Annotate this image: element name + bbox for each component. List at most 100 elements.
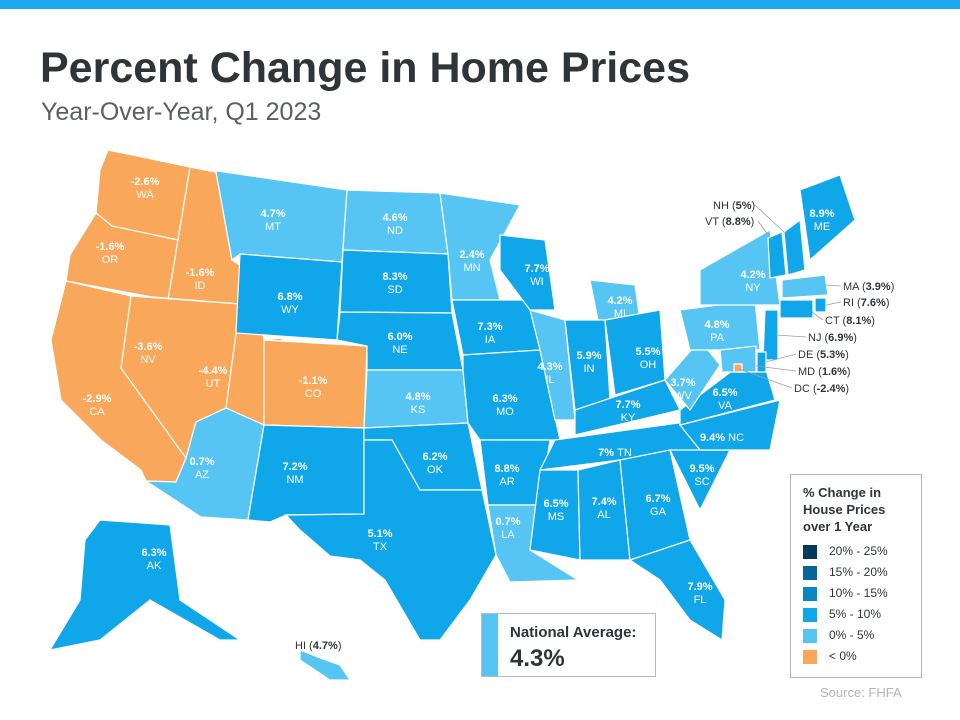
state-shape-ri: [814, 297, 827, 313]
state-label-ky: 7.7% KY: [615, 399, 640, 424]
legend-label: 10% - 15%: [829, 586, 888, 600]
state-shape-nc: [678, 399, 781, 451]
state-label-id: -1.6% ID: [186, 267, 215, 292]
legend-swatch: [803, 566, 817, 580]
state-label-nh: NH (5%): [713, 200, 755, 212]
state-label-az: 0.7% AZ: [189, 456, 214, 481]
legend-label: < 0%: [829, 649, 857, 663]
callout-line-dc: [738, 368, 793, 389]
state-label-dc: DC (-2.4%): [794, 383, 849, 395]
state-label-ga: 6.7% GA: [645, 493, 670, 518]
state-shape-nh: [783, 218, 806, 276]
national-average-value: 4.3%: [510, 645, 565, 672]
state-label-ut: -4.4% UT: [199, 365, 228, 390]
state-label-fl: 7.9% FL: [687, 581, 712, 606]
state-shape-wi: [499, 234, 556, 311]
state-label-wa: -2.6% WA: [131, 176, 160, 201]
state-label-nm: 7.2% NM: [282, 461, 307, 486]
national-average-label: National Average:: [510, 624, 637, 641]
state-label-wv: 3.7% WV: [670, 377, 695, 402]
state-shape-ak: [48, 519, 242, 651]
state-label-ar: 8.8% AR: [494, 463, 519, 488]
state-label-tn: 7% TN: [598, 447, 632, 459]
state-label-wi: 7.7% WI: [524, 263, 549, 288]
callout-line-de: [765, 353, 797, 363]
legend-swatch: [803, 608, 817, 622]
state-label-oh: 5.5% OH: [635, 346, 660, 371]
state-label-ri: RI (7.6%): [843, 297, 889, 309]
map-legend: % Change in House Prices over 1 Year 20%…: [790, 474, 922, 678]
state-label-me: 8.9% ME: [809, 208, 834, 233]
legend-title: % Change in House Prices over 1 Year: [803, 485, 886, 534]
state-shape-vt: [767, 231, 787, 279]
state-label-wy: 6.8% WY: [277, 291, 302, 316]
state-shape-ct: [779, 299, 814, 319]
state-label-ms: 6.5% MS: [543, 498, 568, 523]
state-label-co: -1.1% CO: [299, 375, 328, 400]
state-label-ne: 6.0% NE: [387, 331, 412, 356]
callout-line-vt: [757, 220, 773, 241]
callout-line-ri: [825, 301, 842, 306]
state-shape-wv: [664, 339, 721, 412]
state-label-mn: 2.4% MN: [459, 249, 484, 274]
state-label-md: MD (1.6%): [798, 366, 851, 378]
state-label-pa: 4.8% PA: [704, 319, 729, 344]
page-subtitle: Year-Over-Year, Q1 2023: [41, 98, 322, 126]
state-label-hi: HI (4.7%): [295, 640, 341, 652]
state-label-nd: 4.6% ND: [382, 212, 407, 237]
state-shape-dc: [733, 363, 743, 373]
top-accent-bar: [0, 0, 960, 9]
callout-line-md: [755, 365, 797, 372]
state-shape-il: [529, 309, 576, 421]
state-shape-me: [799, 174, 856, 262]
state-label-ct: CT (8.1%): [825, 315, 875, 327]
legend-label: 20% - 25%: [829, 544, 888, 558]
state-shape-hi: [299, 649, 352, 681]
state-label-ks: 4.8% KS: [405, 391, 430, 416]
state-shape-nm: [247, 424, 365, 523]
legend-swatch: [803, 587, 817, 601]
state-label-la: 0.7% LA: [495, 516, 520, 541]
callout-line-nh: [754, 204, 785, 233]
state-label-ca: -2.9% CA: [83, 393, 112, 418]
state-label-sc: 9.5% SC: [689, 463, 714, 488]
legend-label: 15% - 20%: [829, 565, 888, 579]
legend-label: 0% - 5%: [829, 628, 875, 642]
legend-swatch: [803, 545, 817, 559]
state-shape-ma: [781, 274, 829, 299]
callout-line-nj: [775, 334, 807, 338]
state-shape-tx: [284, 439, 497, 641]
state-label-ny: 4.2% NY: [740, 269, 765, 294]
state-label-vt: VT (8.8%): [705, 216, 754, 228]
state-label-il: 4.3% IL: [537, 361, 562, 386]
national-average-color-strip: [482, 614, 498, 676]
state-label-mi: 4.2% MI: [607, 295, 632, 320]
state-label-mo: 6.3% MO: [492, 393, 517, 418]
national-average-box: National Average: 4.3%: [481, 613, 656, 677]
state-label-de: DE (5.3%): [798, 349, 849, 361]
source-note: Source: FHFA: [820, 685, 902, 700]
state-shape-md: [719, 345, 757, 373]
state-shape-nj: [762, 309, 779, 361]
state-label-ok: 6.2% OK: [422, 451, 447, 476]
legend-label: 5% - 10%: [829, 607, 882, 621]
state-label-va: 6.5% VA: [712, 387, 737, 412]
state-label-tx: 5.1% TX: [367, 528, 392, 553]
legend-swatch: [803, 650, 817, 664]
state-label-mt: 4.7% MT: [260, 208, 285, 233]
page-title: Percent Change in Home Prices: [40, 44, 690, 92]
state-label-ma: MA (3.9%): [843, 281, 894, 293]
state-label-nv: -3.6% NV: [134, 341, 163, 366]
state-shape-fl: [628, 539, 726, 642]
state-label-ia: 7.3% IA: [477, 321, 502, 346]
state-shape-de: [756, 351, 767, 373]
callout-line-ma: [825, 284, 842, 287]
callout-line-ct: [811, 311, 824, 321]
state-label-nc: 9.4% NC: [700, 432, 744, 444]
state-label-nj: NJ (6.9%): [808, 332, 857, 344]
state-label-al: 7.4% AL: [591, 496, 616, 521]
state-label-sd: 8.3% SD: [382, 271, 407, 296]
state-label-in: 5.9% IN: [576, 350, 601, 375]
state-shape-az: [143, 407, 265, 521]
